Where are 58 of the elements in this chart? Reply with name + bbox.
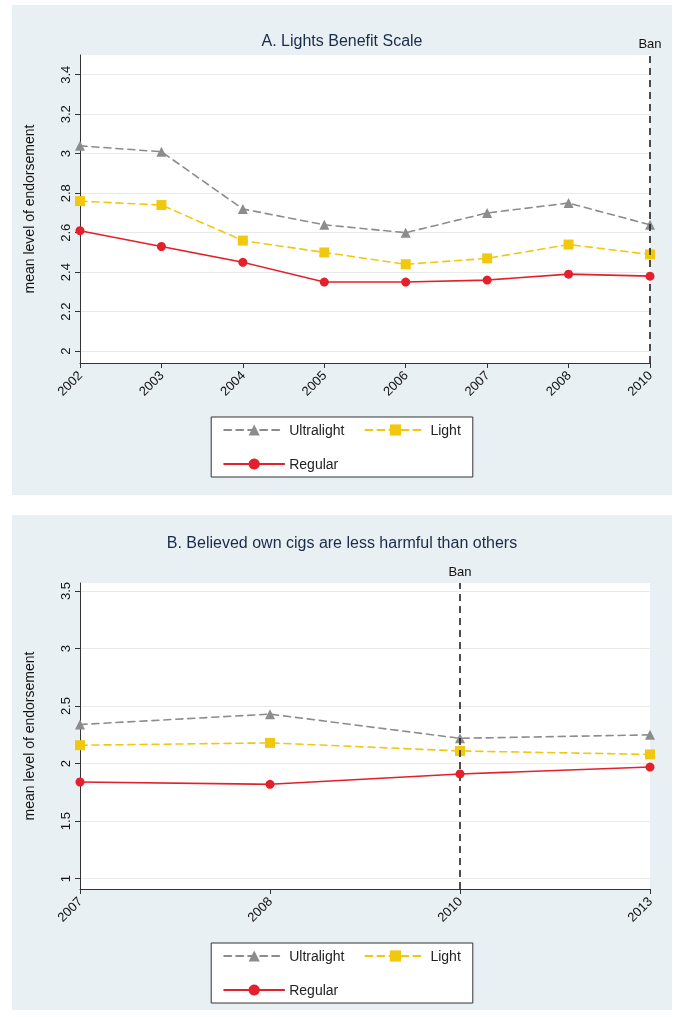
y-tick-label: 1.5: [58, 812, 73, 831]
y-axis-title: mean level of endorsement: [21, 651, 37, 821]
point: [563, 198, 574, 209]
ref-line-label: Ban: [448, 564, 472, 579]
point: [237, 204, 248, 214]
point: [156, 242, 166, 252]
legend-label: Light: [430, 948, 461, 964]
y-tick-label: 3: [58, 644, 73, 653]
y-tick-label: 3.5: [58, 582, 73, 601]
point: [237, 235, 248, 246]
point: [482, 253, 493, 264]
point: [265, 737, 275, 748]
ref-line-label: Ban: [638, 36, 662, 51]
legend-label: Ultralight: [289, 948, 345, 964]
point: [75, 196, 85, 207]
point: [75, 140, 85, 151]
legend-label: Ultralight: [289, 422, 345, 438]
point: [400, 227, 411, 238]
y-tick-label: 2.6: [58, 223, 73, 242]
point: [75, 719, 85, 730]
y-tick-label: 3: [58, 150, 73, 158]
point: [75, 740, 85, 751]
point: [156, 146, 167, 157]
point: [645, 271, 655, 281]
point: [400, 259, 411, 270]
y-tick-label: 3.4: [58, 65, 73, 84]
y-tick-label: 3.2: [58, 105, 73, 124]
y-tick-label: 2.8: [58, 184, 73, 203]
chart-title: A. Lights Benefit Scale: [261, 31, 423, 49]
legend-label: Regular: [289, 982, 339, 998]
point: [645, 729, 655, 740]
chart-title: B. Believed own cigs are less harmful than others: [166, 533, 518, 551]
point: [645, 749, 655, 760]
point: [265, 779, 275, 789]
point: [75, 777, 85, 787]
point: [238, 257, 248, 267]
point: [319, 277, 329, 287]
y-tick-label: 2: [58, 347, 73, 355]
y-tick-label: 2: [58, 759, 73, 768]
point: [156, 200, 167, 211]
point: [455, 769, 465, 779]
point: [645, 762, 655, 772]
legend-label: Light: [430, 422, 461, 438]
point: [265, 709, 275, 720]
y-tick-label: 2.2: [58, 302, 73, 321]
point: [482, 275, 492, 285]
legend-label: Regular: [289, 456, 339, 472]
point: [319, 247, 330, 258]
point: [401, 277, 411, 287]
y-tick-label: 1: [58, 875, 73, 883]
point: [319, 219, 330, 230]
point: [482, 207, 493, 218]
y-axis-title: mean level of endorsement: [21, 124, 37, 294]
y-tick-label: 2.4: [58, 263, 73, 282]
y-tick-label: 2.5: [58, 697, 73, 716]
point: [564, 269, 574, 279]
point: [75, 226, 85, 236]
point: [563, 239, 574, 250]
